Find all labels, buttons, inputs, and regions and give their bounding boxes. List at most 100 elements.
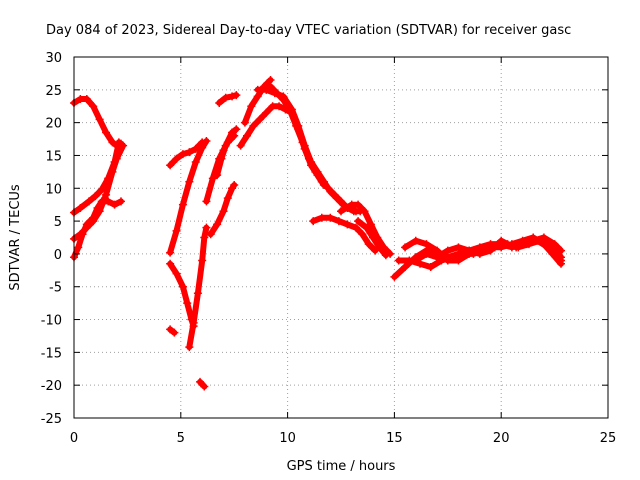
data-point (228, 92, 237, 101)
data-point (183, 299, 192, 308)
data-point (74, 243, 83, 252)
data-point (102, 128, 111, 137)
data-point (317, 213, 326, 222)
data-point (317, 177, 326, 186)
data-point (366, 220, 375, 229)
x-tick-label: 0 (70, 431, 78, 446)
data-point (362, 223, 371, 232)
data-point (334, 217, 343, 226)
grid-lines (74, 57, 608, 418)
x-tick-label: 10 (279, 431, 296, 446)
data-point (191, 158, 200, 167)
data-point (279, 95, 288, 104)
data-point (262, 108, 271, 117)
data-point (78, 230, 87, 239)
data-point (557, 253, 566, 262)
series-arc-1 (71, 96, 124, 149)
data-point (95, 115, 104, 124)
x-tick-label: 5 (177, 431, 185, 446)
data-point (76, 203, 85, 212)
data-point (232, 91, 241, 100)
y-tick-label: -10 (41, 314, 62, 329)
data-point (351, 223, 360, 232)
data-point (93, 203, 102, 212)
data-point (232, 125, 241, 134)
data-point (390, 272, 399, 281)
data-point (84, 197, 93, 206)
data-point (193, 289, 202, 298)
data-point (191, 144, 200, 153)
data-point (200, 233, 209, 242)
data-point (236, 141, 245, 150)
data-point (170, 328, 179, 337)
data-point (247, 102, 256, 111)
data-point (196, 377, 205, 386)
data-point (298, 138, 307, 147)
data-point (454, 243, 463, 252)
data-point (422, 240, 431, 249)
data-point (272, 89, 281, 98)
data-point (465, 246, 474, 255)
data-point (443, 256, 452, 265)
data-point (514, 243, 523, 252)
data-point (375, 243, 384, 252)
data-point (112, 154, 121, 163)
data-point (535, 236, 544, 245)
data-point (202, 197, 211, 206)
data-point (243, 131, 252, 140)
data-point (266, 82, 275, 91)
data-point (230, 180, 239, 189)
data-point (354, 217, 363, 226)
data-point (219, 207, 228, 216)
data-point (166, 259, 175, 268)
data-point (337, 197, 345, 206)
y-tick-label: -5 (49, 281, 62, 296)
data-point (304, 154, 313, 163)
data-point (401, 243, 410, 252)
plot-frame (73, 56, 609, 419)
data-point (172, 269, 181, 278)
series-arc-12 (207, 182, 238, 238)
data-point (82, 95, 91, 104)
data-point (253, 85, 262, 94)
data-point (213, 171, 222, 180)
data-point (178, 200, 187, 209)
data-point (330, 190, 339, 199)
data-point (358, 230, 367, 239)
data-point (110, 200, 119, 209)
data-point (206, 230, 215, 239)
data-point (422, 249, 431, 258)
y-tick-label: 5 (54, 215, 62, 230)
series-arc-7 (167, 139, 206, 169)
data-point (433, 253, 442, 262)
data-point (311, 167, 320, 176)
data-point (217, 154, 226, 163)
series-layer (70, 75, 566, 391)
data-point (475, 249, 484, 258)
data-point (309, 217, 318, 226)
data-point (198, 256, 207, 265)
data-point (411, 236, 420, 245)
data-point (486, 246, 495, 255)
data-point (255, 115, 264, 124)
data-point (292, 121, 301, 130)
y-tick-label: 30 (45, 51, 62, 66)
y-tick-label: -25 (41, 412, 62, 427)
data-point (381, 251, 390, 260)
data-point (108, 167, 117, 176)
data-point (503, 240, 512, 249)
y-tick-label: 15 (45, 149, 62, 164)
data-point (443, 246, 452, 255)
data-point (91, 192, 100, 201)
data-point (337, 207, 345, 216)
data-point (172, 226, 181, 235)
data-point (360, 207, 369, 216)
data-point (221, 93, 230, 102)
y-tick-label: 20 (45, 117, 62, 132)
data-point (185, 148, 194, 157)
data-point (208, 174, 217, 183)
data-point (89, 213, 98, 222)
data-point (524, 240, 533, 249)
y-tick-label: -15 (41, 346, 62, 361)
